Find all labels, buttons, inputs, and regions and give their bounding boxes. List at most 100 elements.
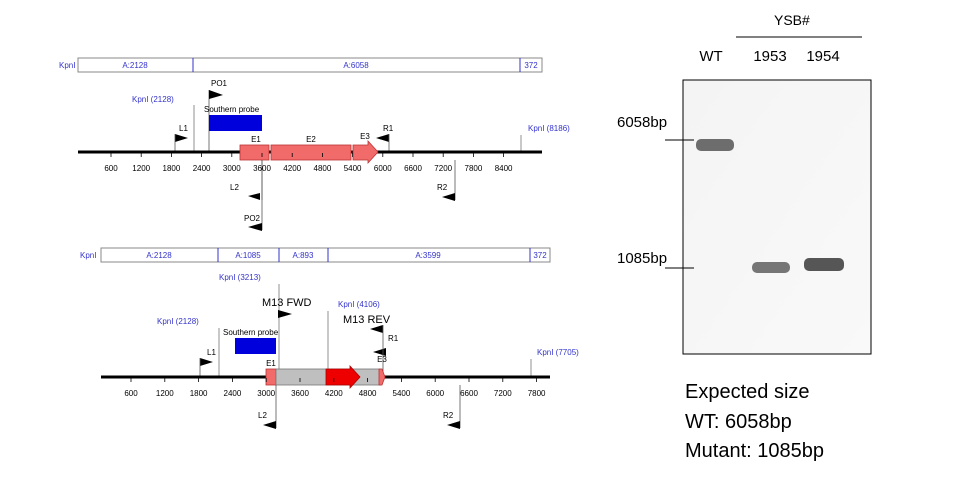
primer-l1-label: L1 [179, 124, 188, 133]
mut-southern-probe [235, 338, 276, 354]
scale-tick-label: 4800 [359, 389, 377, 398]
scale-tick-label: 7800 [465, 164, 483, 173]
scale-tick-label: 4200 [325, 389, 343, 398]
primer-r2-label: R2 [443, 411, 454, 420]
scale-tick-label: 6000 [426, 389, 444, 398]
wt-fragment-label: 372 [524, 61, 538, 70]
gel-group-label: YSB# [774, 12, 810, 28]
primer-l2-arrow [263, 421, 276, 429]
primer-r2-arrow [447, 421, 460, 429]
primer-m13-rev-label: M13 REV [343, 314, 391, 326]
scale-tick-label: 1200 [132, 164, 150, 173]
mut-exon-e1-label: E1 [266, 359, 276, 368]
gel-band-wt [696, 139, 734, 151]
scale-tick-label: 3600 [291, 389, 309, 398]
scale-tick-label: 3600 [253, 164, 271, 173]
wt-exon-e1 [239, 144, 270, 161]
scale-tick-label: 1800 [190, 389, 208, 398]
primer-po2-label: PO2 [244, 214, 261, 223]
wt-fragbar-kpni-label: KpnI [59, 61, 75, 70]
mutant-restriction-map: KpnI A:2128 A:1085 A:893 A:3599 372 KpnI… [80, 247, 579, 429]
scale-tick-label: 1800 [163, 164, 181, 173]
wt-exon-e2-label: E2 [306, 135, 316, 144]
mut-scale: 600 1200 1800 2400 3000 3600 4200 4800 5400 6000 6… [124, 378, 546, 398]
gel-band-1953 [752, 262, 790, 273]
gel-band-1954 [804, 258, 844, 271]
mut-kpni-site-label: KpnI (7705) [537, 348, 579, 357]
primer-m13-fwd-label: M13 FWD [262, 297, 312, 309]
mut-fragbar-kpni-label: KpnI [80, 251, 96, 260]
gel-lane-label: 1953 [753, 48, 786, 65]
southern-blot-gel: YSB# WT 1953 1954 6058bp 1085bp [617, 12, 872, 355]
scale-tick-label: 8400 [495, 164, 513, 173]
wt-exon-e1-label: E1 [251, 135, 261, 144]
wt-exon-e3 [352, 139, 379, 165]
wt-kpni-site-label: KpnI (8186) [528, 124, 570, 133]
mut-fragment-bar [100, 247, 551, 263]
gel-lane-label: 1954 [806, 48, 839, 65]
mut-exon-e3-label: E3 [377, 355, 387, 364]
scale-tick-label: 6600 [404, 164, 422, 173]
mut-kpni-site-label: KpnI (3213) [219, 273, 261, 282]
scale-tick-label: 600 [124, 389, 138, 398]
wt-southern-probe [209, 115, 262, 131]
mut-exon-e1 [265, 368, 277, 386]
mut-kpni-site-label: KpnI (2128) [157, 317, 199, 326]
wt-exon-e2 [270, 144, 352, 161]
scale-tick-label: 3000 [257, 389, 275, 398]
legend-wt: WT: 6058bp [685, 410, 792, 433]
wt-fragment-label: A:2128 [122, 61, 148, 70]
wt-scale: 600 1200 1800 2400 3000 3600 4200 4800 5400 6000 6… [104, 153, 513, 173]
scale-tick-label: 7200 [494, 389, 512, 398]
scale-tick-label: 600 [104, 164, 118, 173]
primer-po1-label: PO1 [211, 79, 228, 88]
primer-l1-arrow [200, 358, 213, 366]
expected-size-legend: Expected size WT: 6058bp Mutant: 1085bp [685, 378, 945, 467]
scale-tick-label: 4200 [283, 164, 301, 173]
scale-tick-label: 7800 [528, 389, 546, 398]
primer-m13-fwd-arrow [278, 310, 292, 318]
mut-fragment-label: A:893 [293, 251, 314, 260]
legend-mutant: Mutant: 1085bp [685, 440, 824, 462]
mut-fragment-label: A:1085 [235, 251, 261, 260]
scale-tick-label: 7200 [434, 164, 452, 173]
scale-tick-label: 3000 [223, 164, 241, 173]
scale-tick-label: 6600 [460, 389, 478, 398]
primer-r1-arrow [370, 325, 383, 333]
mut-fragment-label: A:2128 [146, 251, 172, 260]
scale-tick-label: 4800 [314, 164, 332, 173]
primer-po1-arrow [209, 90, 223, 99]
wt-exon-e3-label: E3 [360, 132, 370, 141]
gel-lane-label: WT [699, 48, 722, 65]
scale-tick-label: 6000 [374, 164, 392, 173]
primer-r2-label: R2 [437, 183, 448, 192]
wt-southern-probe-label: Southern probe [204, 105, 260, 114]
primer-l2-label: L2 [230, 183, 239, 192]
mut-fragment-label: 372 [533, 251, 547, 260]
mut-exon-e3 [378, 368, 386, 386]
legend-title: Expected size [685, 381, 810, 403]
primer-po2-arrow [248, 223, 262, 231]
wt-fragment-bar [77, 57, 543, 73]
primer-l1-label: L1 [207, 348, 216, 357]
primer-r2-arrow [442, 193, 455, 201]
scale-tick-label: 5400 [393, 389, 411, 398]
scale-tick-label: 2400 [224, 389, 242, 398]
wt-restriction-map: KpnI A:2128 A:6058 372 KpnI (2128) KpnI … [59, 57, 570, 231]
scale-tick-label: 1200 [156, 389, 174, 398]
wt-fragment-label: A:6058 [343, 61, 369, 70]
wt-kpni-site-label: KpnI (2128) [132, 95, 174, 104]
primer-l2-arrow [248, 193, 260, 200]
mut-southern-probe-label: Southern probe [223, 328, 279, 337]
mut-insert-arrow [325, 364, 361, 390]
primer-r1-label: R1 [388, 334, 399, 343]
gel-marker-label: 6058bp [617, 114, 667, 131]
primer-l1-arrow [175, 134, 188, 142]
primer-l2-label: L2 [258, 411, 267, 420]
gel-marker-label: 1085bp [617, 250, 667, 267]
primer-r1-arrow [376, 134, 389, 142]
gel-image [682, 79, 872, 355]
mut-kpni-site-label: KpnI (4106) [338, 300, 380, 309]
scale-tick-label: 2400 [193, 164, 211, 173]
